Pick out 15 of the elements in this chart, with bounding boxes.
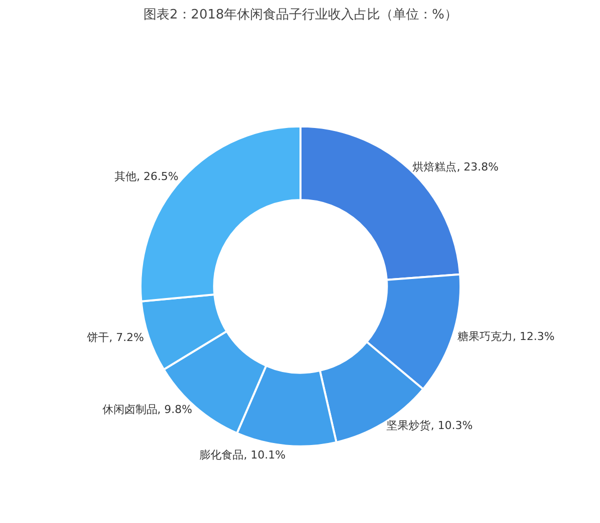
slice-label: 膨化食品 (200, 448, 244, 462)
data-label: , 10.3% (430, 418, 473, 432)
slice-label: 坚果炒货 (386, 418, 431, 432)
slice-label: 糖果巧克力 (458, 330, 513, 343)
slice-label: 其他 (114, 170, 137, 184)
data-label: , 10.1% (244, 448, 286, 462)
chart-title: 图表2：2018年休闲食品子行业收入占比（单位：%） (144, 8, 458, 22)
slice-label: 休闲卤制品 (102, 402, 158, 416)
data-label: , 23.8% (456, 160, 499, 174)
slice-label: 烘焙糕点 (412, 160, 457, 174)
data-label: , 9.8% (157, 402, 192, 416)
data-label: , 7.2% (109, 331, 144, 344)
slice-label: 饼干 (86, 331, 109, 344)
data-label: , 26.5% (136, 170, 178, 184)
data-label: , 12.3% (512, 330, 555, 343)
